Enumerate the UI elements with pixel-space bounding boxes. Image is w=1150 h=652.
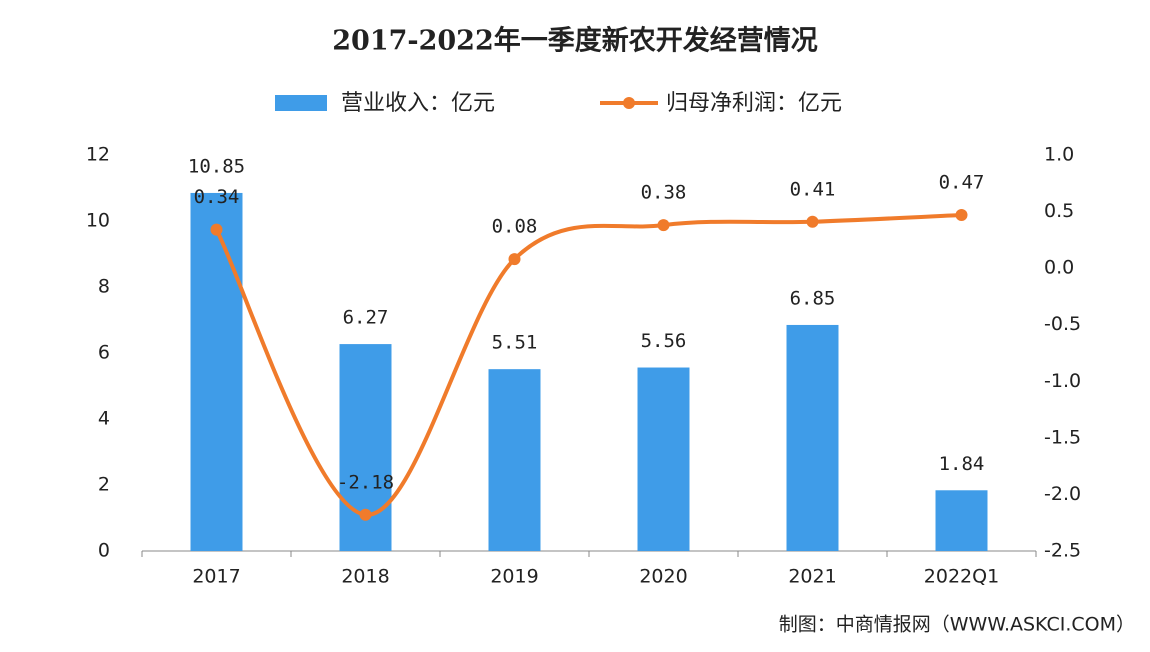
legend-label: 归母净利润：亿元 bbox=[666, 91, 842, 116]
bar bbox=[786, 324, 839, 551]
bar-value-label: 1.84 bbox=[939, 453, 985, 475]
bar-value-label: 10.85 bbox=[188, 155, 245, 177]
bar-value-label: 6.85 bbox=[790, 287, 836, 309]
y-tick-label: 8 bbox=[98, 276, 110, 298]
y2-tick-label: 0.0 bbox=[1044, 257, 1074, 279]
line-point bbox=[508, 253, 521, 266]
bar bbox=[190, 192, 243, 551]
bar bbox=[637, 367, 690, 551]
legend-label: 营业收入：亿元 bbox=[341, 91, 495, 116]
y2-tick-label: 1.0 bbox=[1044, 144, 1074, 166]
x-tick-label: 2022Q1 bbox=[924, 566, 999, 588]
chart-title: 2017-2022年一季度新农开发经营情况 bbox=[332, 25, 818, 57]
y2-tick-label: -0.5 bbox=[1044, 313, 1081, 335]
x-tick-label: 2021 bbox=[788, 566, 836, 588]
source-note: 制图：中商情报网（WWW.ASKCI.COM） bbox=[779, 614, 1135, 636]
y2-tick-label: -1.5 bbox=[1044, 426, 1081, 448]
y2-tick-label: -2.5 bbox=[1044, 540, 1081, 562]
y-tick-label: 6 bbox=[98, 342, 110, 364]
x-tick-label: 2019 bbox=[490, 566, 538, 588]
y2-tick-label: 0.5 bbox=[1044, 200, 1074, 222]
x-tick-label: 2017 bbox=[192, 566, 240, 588]
line-point bbox=[955, 208, 968, 221]
line-value-label: 0.38 bbox=[641, 182, 687, 204]
y2-tick-label: -1.0 bbox=[1044, 370, 1081, 392]
x-tick-label: 2020 bbox=[639, 566, 687, 588]
line-point bbox=[657, 219, 670, 232]
x-tick-label: 2018 bbox=[341, 566, 389, 588]
y-tick-label: 4 bbox=[98, 408, 110, 430]
y-tick-label: 10 bbox=[86, 210, 110, 232]
line-value-label: 0.47 bbox=[939, 171, 985, 193]
bar-value-label: 5.56 bbox=[641, 330, 687, 352]
line-point bbox=[359, 508, 372, 521]
legend-swatch bbox=[275, 95, 327, 111]
line-value-label: -2.18 bbox=[337, 471, 394, 493]
bar-value-label: 5.51 bbox=[492, 332, 538, 354]
line-point bbox=[210, 223, 223, 236]
line-value-label: 0.08 bbox=[492, 216, 538, 238]
line-value-label: 0.41 bbox=[790, 178, 836, 200]
y2-tick-label: -2.0 bbox=[1044, 483, 1081, 505]
y-tick-label: 0 bbox=[98, 540, 110, 562]
bar bbox=[488, 369, 541, 551]
line-value-label: 0.34 bbox=[194, 186, 240, 208]
y-tick-label: 12 bbox=[86, 144, 110, 166]
legend-swatch bbox=[623, 97, 635, 109]
bar bbox=[935, 490, 988, 551]
line bbox=[214, 212, 962, 517]
bar-value-label: 6.27 bbox=[343, 307, 389, 329]
y-tick-label: 2 bbox=[98, 474, 110, 496]
line-point bbox=[806, 215, 819, 228]
